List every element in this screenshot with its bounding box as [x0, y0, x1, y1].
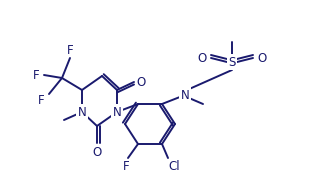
Text: O: O — [136, 75, 146, 88]
Text: N: N — [181, 88, 189, 101]
Text: N: N — [113, 105, 122, 118]
Text: F: F — [38, 94, 44, 107]
Text: F: F — [67, 44, 73, 57]
Text: S: S — [228, 56, 236, 69]
Text: Cl: Cl — [168, 160, 180, 173]
Text: O: O — [198, 52, 207, 65]
Text: O: O — [257, 52, 267, 65]
Text: O: O — [92, 146, 102, 159]
Text: N: N — [78, 105, 86, 118]
Text: F: F — [33, 69, 39, 82]
Text: F: F — [123, 160, 129, 173]
